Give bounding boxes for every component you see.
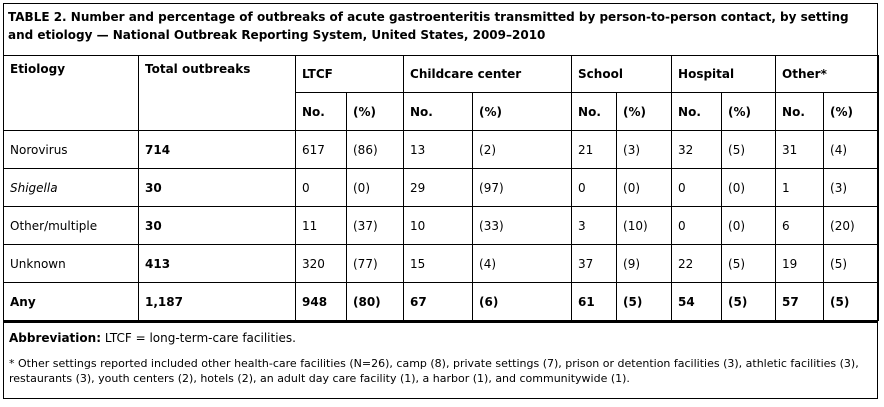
other-no-header: No. [775,92,825,131]
school-pct-cell: (3) [616,130,673,169]
hospital-header: Hospital [671,55,777,93]
etiology-cell: Any [3,282,139,321]
childcare-pct-cell: (4) [472,244,573,283]
school-no-cell: 21 [571,130,618,169]
school-no-header: No. [571,92,618,131]
etiology-cell: Other/multiple [3,206,139,245]
other-pct-cell: (3) [823,168,880,207]
other-no-cell: 6 [775,206,825,245]
table-row-other-multiple: Other/multiple 30 11 (37) 10 (33) 3 (10)… [3,206,880,245]
school-pct-cell: (9) [616,244,673,283]
childcare-pct-cell: (6) [472,282,573,321]
childcare-no-header: No. [403,92,474,131]
ltcf-no-cell: 948 [295,282,347,321]
childcare-no-cell: 67 [403,282,474,321]
hospital-no-cell: 32 [671,130,723,169]
ltcf-pct-cell: (37) [345,206,405,245]
ltcf-pct-cell: (86) [345,130,405,169]
hospital-pct-cell: (0) [721,168,777,207]
ltcf-pct-cell: (0) [345,168,405,207]
hospital-no-cell: 0 [671,168,723,207]
table-caption: TABLE 2. Number and percentage of outbre… [8,10,849,42]
hospital-pct-cell: (5) [721,130,777,169]
other-no-cell: 19 [775,244,825,283]
other-no-cell: 1 [775,168,825,207]
childcare-no-cell: 13 [403,130,474,169]
other-no-cell: 57 [775,282,825,321]
ltcf-pct-cell: (77) [345,244,405,283]
abbreviation-text: LTCF = long-term-care facilities. [104,331,296,345]
ltcf-no-cell: 11 [295,206,347,245]
school-pct-cell: (5) [616,282,673,321]
total-cell: 30 [138,206,296,245]
school-header: School [571,55,673,93]
table-row-norovirus: Norovirus 714 617 (86) 13 (2) 21 (3) 32 … [3,130,880,169]
other-pct-cell: (20) [823,206,880,245]
other-pct-cell: (5) [823,282,880,321]
table-row-shigella: Shigella 30 0 (0) 29 (97) 0 (0) 0 (0) 1 … [3,168,880,207]
school-no-cell: 37 [571,244,618,283]
childcare-no-cell: 29 [403,168,474,207]
other-pct-cell: (4) [823,130,880,169]
ltcf-no-header: No. [295,92,347,131]
outbreaks-table: Etiology Total outbreaks LTCF Childcare … [3,55,880,321]
childcare-pct-cell: (33) [472,206,573,245]
ltcf-header: LTCF [294,55,405,93]
hospital-no-cell: 22 [671,244,723,283]
childcare-pct-header: (%) [472,92,573,131]
school-no-cell: 0 [571,168,618,207]
hospital-pct-cell: (5) [721,244,777,283]
school-pct-header: (%) [616,92,673,131]
childcare-pct-cell: (2) [472,130,573,169]
abbreviation-note: Abbreviation: LTCF = long-term-care faci… [9,330,872,346]
etiology-header: Etiology [3,55,139,131]
hospital-pct-cell: (5) [721,282,777,321]
total-cell: 30 [138,168,296,207]
hospital-pct-cell: (0) [721,206,777,245]
school-no-cell: 61 [571,282,618,321]
ltcf-no-cell: 320 [295,244,347,283]
other-no-cell: 31 [775,130,825,169]
other-pct-cell: (5) [823,244,880,283]
childcare-pct-cell: (97) [472,168,573,207]
total-outbreaks-header: Total outbreaks [138,55,296,131]
abbreviation-label: Abbreviation: [9,331,101,345]
table-notes: Abbreviation: LTCF = long-term-care faci… [3,321,878,399]
childcare-no-cell: 15 [403,244,474,283]
total-cell: 714 [138,130,296,169]
other-header: Other* [775,55,880,93]
ltcf-no-cell: 617 [295,130,347,169]
hospital-no-header: No. [671,92,723,131]
etiology-cell: Unknown [3,244,139,283]
ltcf-pct-cell: (80) [345,282,405,321]
table-row-unknown: Unknown 413 320 (77) 15 (4) 37 (9) 22 (5… [3,244,880,283]
footnote: * Other settings reported included other… [9,357,859,385]
other-pct-header: (%) [823,92,880,131]
table-row-any: Any 1,187 948 (80) 67 (6) 61 (5) 54 (5) … [3,282,880,321]
school-pct-cell: (10) [616,206,673,245]
hospital-no-cell: 0 [671,206,723,245]
etiology-cell: Norovirus [3,130,139,169]
school-pct-cell: (0) [616,168,673,207]
childcare-header: Childcare center [403,55,573,93]
school-no-cell: 3 [571,206,618,245]
ltcf-no-cell: 0 [295,168,347,207]
hospital-pct-header: (%) [721,92,777,131]
ltcf-pct-header: (%) [345,92,405,131]
total-cell: 1,187 [138,282,296,321]
hospital-no-cell: 54 [671,282,723,321]
childcare-no-cell: 10 [403,206,474,245]
total-cell: 413 [138,244,296,283]
etiology-cell: Shigella [3,168,139,207]
